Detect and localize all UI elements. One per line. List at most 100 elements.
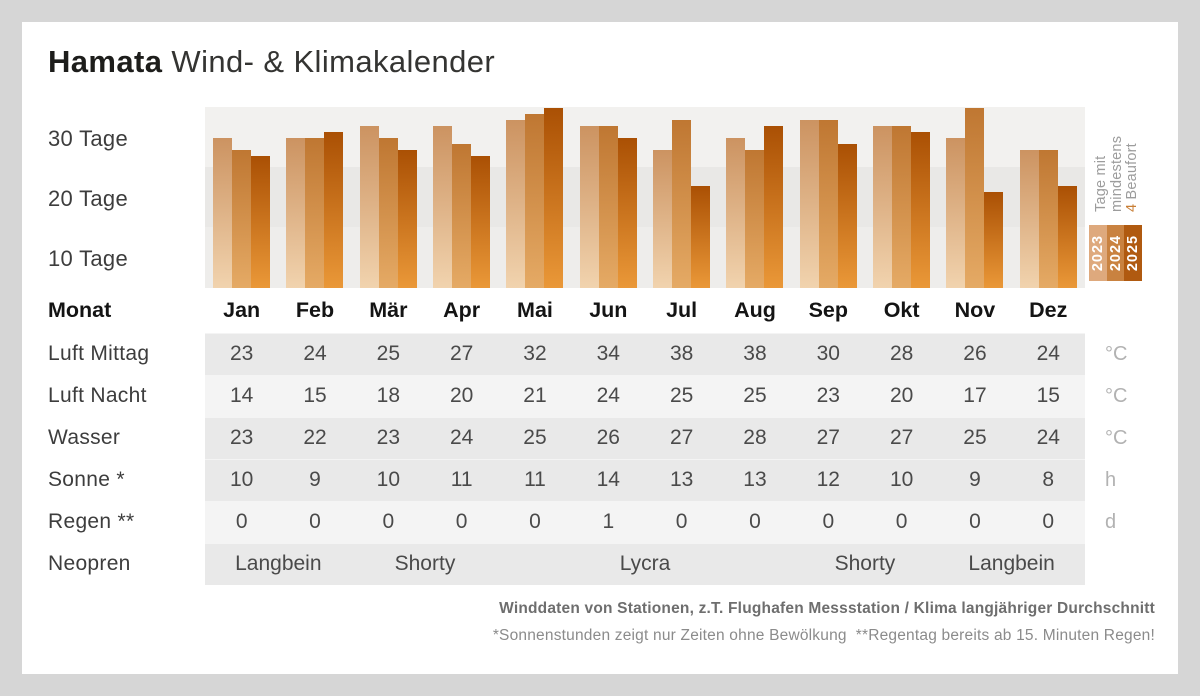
- neopren-segment-langbein: Langbein: [235, 552, 322, 575]
- value-mär: 10: [376, 468, 400, 491]
- bar-group-dez: [1012, 107, 1085, 288]
- bar-mär-2024: [378, 138, 398, 288]
- wind-bar-chart: [205, 107, 1085, 288]
- value-jul: 27: [669, 426, 694, 449]
- footer-note-line: *Sonnenstunden zeigt nur Zeiten ohne Bew…: [492, 627, 1155, 644]
- value-nov: 17: [963, 384, 987, 407]
- value-nov: 26: [963, 342, 987, 365]
- month-header-mai: Mai: [517, 298, 553, 322]
- neopren-segment-shorty: Shorty: [834, 552, 896, 575]
- table-row-luft-nacht: Luft Nacht 14 15 18 20 21 24 25 25 23 20 17 15 °C: [22, 375, 1178, 417]
- value-sep: 0: [822, 510, 835, 533]
- value-feb: 22: [303, 426, 327, 449]
- axis-title-line3-rest: Beaufort: [1124, 143, 1140, 204]
- bar-jul-2025: [691, 186, 711, 288]
- value-okt: 10: [889, 468, 914, 491]
- value-jul: 0: [675, 510, 688, 533]
- row-label: Regen **: [48, 510, 135, 533]
- neopren-segment-shorty: Shorty: [394, 552, 456, 575]
- row-label: Luft Mittag: [48, 342, 150, 365]
- legend-box-2025: 2025: [1124, 225, 1142, 281]
- month-header-jan: Jan: [223, 298, 261, 322]
- value-jul: 38: [669, 342, 694, 365]
- month-header-row: Monat Jan Feb Mär Apr Mai Jun Jul Aug Sep Okt Nov D…: [22, 296, 1178, 324]
- value-okt: 0: [895, 510, 908, 533]
- bar-group-apr: [425, 107, 498, 288]
- value-jul: 25: [669, 384, 694, 407]
- bar-group-mär: [352, 107, 425, 288]
- value-dez: 24: [1036, 342, 1060, 365]
- row-cells: 10 9 10 11 11 14 13 13 12 10 9 8: [205, 459, 1085, 501]
- value-jul: 13: [669, 468, 694, 491]
- row-label: Wasser: [48, 426, 121, 449]
- y-axis-tick-30: 30 Tage: [48, 126, 128, 151]
- month-header-apr: Apr: [443, 298, 481, 322]
- row-cells: 23 24 25 27 32 34 38 38 30 28 26 24: [205, 333, 1085, 375]
- row-label: Sonne *: [48, 468, 125, 491]
- month-header-nov: Nov: [954, 298, 996, 322]
- bar-mai-2024: [525, 114, 545, 288]
- bar-dez-2023: [1019, 150, 1039, 288]
- bar-group-okt: [865, 107, 938, 288]
- value-jan: 0: [235, 510, 248, 533]
- bar-jul-2024: [672, 120, 692, 288]
- chart-band-0-10: [205, 227, 1085, 288]
- table-row-luft-mittag: Luft Mittag 23 24 25 27 32 34 38 38 30 28 26 24 °C: [22, 333, 1178, 375]
- value-aug: 25: [743, 384, 767, 407]
- bar-nov-2023: [946, 138, 966, 288]
- chart-bars: [205, 107, 1085, 288]
- row-unit: °C: [1105, 343, 1128, 365]
- title-rest: Wind- & Klimakalender: [162, 44, 496, 79]
- value-jan: 23: [229, 342, 254, 365]
- row-band: [205, 333, 1085, 375]
- value-okt: 28: [889, 342, 914, 365]
- bar-okt-2023: [873, 126, 893, 288]
- bar-apr-2025: [471, 156, 491, 288]
- chart-axis-title-rotated: Tage mit mindestens 4 Beaufort: [1093, 100, 1141, 212]
- value-sep: 12: [816, 468, 840, 491]
- value-dez: 0: [1042, 510, 1055, 533]
- year-legend: 2023 2024 2025: [1089, 225, 1142, 281]
- bar-group-nov: [938, 107, 1011, 288]
- bar-apr-2024: [452, 144, 472, 288]
- row-label: Neopren: [48, 552, 131, 575]
- value-aug: 13: [743, 468, 767, 491]
- bar-dez-2024: [1038, 150, 1058, 288]
- value-mai: 32: [523, 342, 547, 365]
- bar-aug-2024: [745, 150, 765, 288]
- value-mai: 0: [529, 510, 541, 533]
- axis-title-highlight: 4: [1124, 203, 1140, 212]
- axis-title-line3: 4 Beaufort: [1124, 100, 1141, 212]
- bar-feb-2023: [286, 138, 306, 288]
- bar-mai-2025: [544, 108, 564, 288]
- month-header-sep: Sep: [808, 298, 848, 322]
- bar-mär-2025: [397, 150, 417, 288]
- bar-group-feb: [278, 107, 351, 288]
- value-apr: 0: [455, 510, 468, 533]
- table-row-wasser: Wasser 23 22 23 24 25 26 27 28 27 27 25 24 °C: [22, 417, 1178, 459]
- bar-jan-2023: [213, 138, 233, 288]
- value-apr: 11: [450, 468, 473, 491]
- bar-dez-2025: [1057, 186, 1077, 288]
- value-jun: 34: [596, 342, 620, 365]
- bar-feb-2024: [305, 138, 325, 288]
- value-jun: 14: [596, 468, 620, 491]
- bar-group-sep: [792, 107, 865, 288]
- page-title: Hamata Wind- & Klimakalender: [48, 44, 495, 80]
- month-header-feb: Feb: [295, 298, 335, 322]
- month-header-jul: Jul: [666, 298, 698, 322]
- row-label: Luft Nacht: [48, 384, 147, 407]
- row-band: [205, 459, 1085, 501]
- value-feb: 0: [309, 510, 321, 533]
- value-dez: 8: [1042, 468, 1055, 491]
- legend-box-2024: 2024: [1106, 225, 1124, 281]
- row-unit: h: [1105, 469, 1117, 491]
- bar-okt-2024: [892, 126, 912, 288]
- table-row-sonne--: Sonne * 10 9 10 11 11 14 13 13 12 10 9 8 h: [22, 459, 1178, 501]
- row-band: [205, 375, 1085, 417]
- table-row-regen---: Regen ** 0 0 0 0 0 1 0 0 0 0 0 0 d: [22, 501, 1178, 543]
- bar-aug-2025: [764, 126, 784, 288]
- row-unit: °C: [1105, 385, 1128, 407]
- row-band: [205, 501, 1085, 543]
